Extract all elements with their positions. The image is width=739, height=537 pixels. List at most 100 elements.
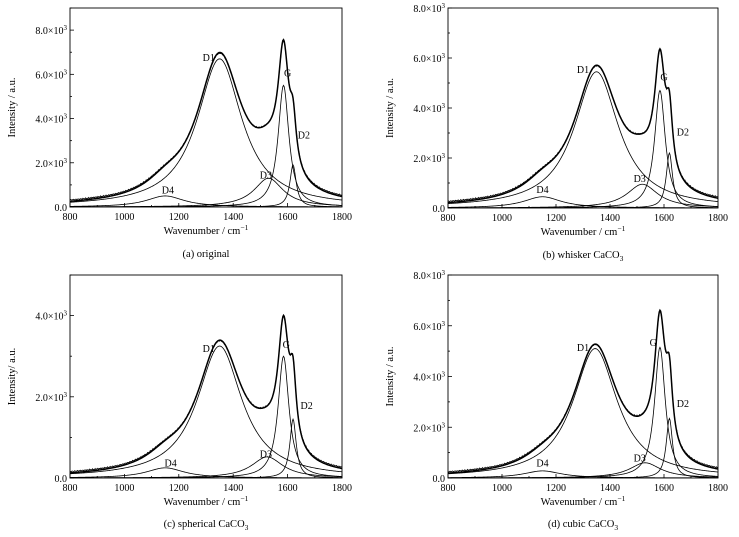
y-axis-title: Intensity / a.u. bbox=[385, 346, 396, 406]
peak-d3-curve bbox=[448, 183, 718, 208]
peak-label-g: G bbox=[650, 338, 657, 349]
y-tick-label: 4.0×103 bbox=[413, 102, 445, 115]
x-tick-label: 800 bbox=[63, 212, 78, 223]
peak-g-curve bbox=[448, 89, 718, 208]
peak-label-d3: D3 bbox=[634, 454, 646, 465]
x-tick-label: 800 bbox=[441, 483, 456, 494]
x-tick-label: 1000 bbox=[492, 213, 512, 224]
x-tick-label: 1400 bbox=[600, 213, 620, 224]
x-tick-label: 1400 bbox=[600, 483, 620, 494]
x-tick-label: 1000 bbox=[114, 483, 134, 494]
curves bbox=[448, 308, 718, 478]
x-tick-label: 1200 bbox=[169, 483, 189, 494]
chart-panel-2: 800 1000 1200 1400 1600 1800 0.0 2.0×103 4.0×103… bbox=[385, 2, 728, 263]
y-tick-label: 0.0 bbox=[433, 204, 446, 215]
peak-label-d4: D4 bbox=[162, 186, 174, 197]
peak-label-d1: D1 bbox=[203, 344, 215, 355]
x-tick-label: 1600 bbox=[278, 483, 298, 494]
peak-label-g: G bbox=[283, 340, 290, 351]
plot-frame bbox=[447, 274, 719, 479]
y-tick-label: 2.0×103 bbox=[413, 152, 445, 165]
peak-d3-curve bbox=[448, 462, 718, 478]
peak-label-d2: D2 bbox=[677, 399, 689, 410]
peak-d3-curve bbox=[70, 177, 342, 207]
x-tick-label: 1200 bbox=[169, 212, 189, 223]
plot-frame bbox=[69, 7, 343, 208]
y-tick-label: 2.0×103 bbox=[35, 157, 67, 170]
chart-panel-3: 800 1000 1200 1400 1600 1800 0.0 2.0×103 4.0×103… bbox=[7, 274, 352, 532]
peak-label-d3: D3 bbox=[634, 174, 646, 185]
y-tick-label: 0.0 bbox=[55, 203, 68, 214]
peak-label-d2: D2 bbox=[301, 401, 313, 412]
y-tick-label: 4.0×103 bbox=[35, 310, 67, 323]
chart-panel-1: 800 1000 1200 1400 1600 1800 0.0 2.0×103 4.0×103… bbox=[7, 7, 352, 260]
y-axis-title: Intensity / a.u. bbox=[385, 78, 396, 138]
peak-d4-curve bbox=[448, 470, 718, 478]
x-axis-title: Wavenumber / cm−1 bbox=[541, 224, 626, 238]
fitted-spectrum bbox=[448, 308, 718, 474]
peak-label-d3: D3 bbox=[260, 450, 272, 461]
peak-d1-curve bbox=[70, 58, 342, 203]
peak-d4-curve bbox=[70, 195, 342, 207]
y-tick-label: 6.0×103 bbox=[413, 52, 445, 65]
x-tick-label: 1800 bbox=[708, 213, 728, 224]
peak-label-d1: D1 bbox=[203, 53, 215, 64]
peak-label-d2: D2 bbox=[677, 128, 689, 139]
curves bbox=[448, 47, 718, 208]
x-tick-label: 1600 bbox=[654, 483, 674, 494]
peak-label-d4: D4 bbox=[536, 185, 548, 196]
y-tick-label: 2.0×103 bbox=[413, 421, 445, 434]
peak-label-d1: D1 bbox=[577, 65, 589, 76]
y-tick-label: 6.0×103 bbox=[35, 68, 67, 81]
peak-d4-curve bbox=[448, 196, 718, 208]
y-axis-title: Intensity / a.u. bbox=[7, 77, 18, 137]
y-tick-label: 2.0×103 bbox=[35, 391, 67, 404]
peak-g-curve bbox=[70, 84, 342, 207]
measured-spectrum bbox=[70, 315, 342, 473]
panel-caption: (d) cubic CaCO3 bbox=[548, 519, 618, 532]
peak-d4-curve bbox=[70, 467, 342, 478]
peak-d1-curve bbox=[448, 71, 718, 205]
x-tick-label: 1400 bbox=[223, 212, 243, 223]
measured-spectrum bbox=[448, 310, 718, 473]
x-tick-label: 800 bbox=[441, 213, 456, 224]
peak-label-d2: D2 bbox=[298, 130, 310, 141]
y-tick-label: 0.0 bbox=[55, 474, 68, 485]
x-tick-label: 1000 bbox=[114, 212, 134, 223]
peak-g-curve bbox=[70, 355, 342, 478]
x-tick-label: 800 bbox=[63, 483, 78, 494]
y-tick-label: 8.0×103 bbox=[413, 2, 445, 15]
peak-d3-curve bbox=[70, 456, 342, 478]
x-tick-label: 1800 bbox=[332, 483, 352, 494]
panel-caption: (b) whisker CaCO3 bbox=[543, 250, 624, 263]
curves bbox=[70, 38, 342, 207]
plot-frame bbox=[447, 7, 719, 209]
y-tick-label: 6.0×103 bbox=[413, 320, 445, 333]
peak-label-g: G bbox=[284, 69, 291, 80]
peak-d2-curve bbox=[70, 417, 342, 478]
y-tick-label: 8.0×103 bbox=[413, 269, 445, 282]
x-axis-title: Wavenumber / cm−1 bbox=[541, 494, 626, 508]
fitted-spectrum bbox=[70, 313, 342, 474]
x-tick-label: 1000 bbox=[492, 483, 512, 494]
x-tick-label: 1600 bbox=[278, 212, 298, 223]
peak-label-d3: D3 bbox=[260, 170, 272, 181]
x-tick-label: 1400 bbox=[223, 483, 243, 494]
x-axis-title: Wavenumber / cm−1 bbox=[164, 223, 249, 237]
peak-label-d4: D4 bbox=[536, 459, 548, 470]
panel-caption: (c) spherical CaCO3 bbox=[164, 519, 249, 532]
x-tick-label: 1200 bbox=[546, 213, 566, 224]
peak-label-d4: D4 bbox=[165, 459, 177, 470]
y-tick-label: 0.0 bbox=[433, 474, 446, 485]
x-tick-label: 1200 bbox=[546, 483, 566, 494]
y-axis-title: Intensity/ a.u. bbox=[7, 348, 18, 405]
measured-spectrum bbox=[70, 40, 342, 201]
y-tick-label: 4.0×103 bbox=[35, 113, 67, 126]
plot-frame bbox=[69, 274, 343, 479]
curves bbox=[70, 313, 342, 478]
peak-d1-curve bbox=[448, 348, 718, 475]
y-tick-label: 8.0×103 bbox=[35, 24, 67, 37]
measured-spectrum bbox=[448, 48, 718, 202]
y-tick-label: 4.0×103 bbox=[413, 371, 445, 384]
